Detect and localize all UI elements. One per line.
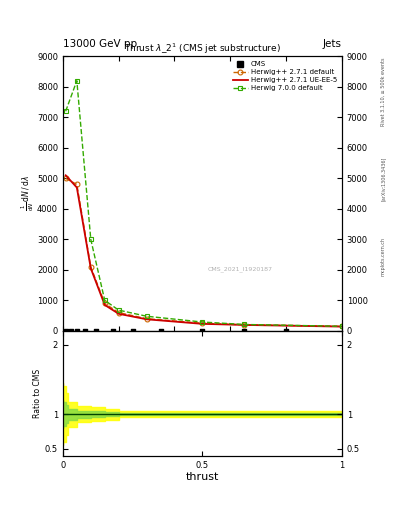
Point [283, 327, 289, 335]
Point [82, 327, 88, 335]
Legend: CMS, Herwig++ 2.7.1 default, Herwig++ 2.7.1 UE-EE-5, Herwig 7.0.0 default: CMS, Herwig++ 2.7.1 default, Herwig++ 2.… [231, 60, 338, 93]
Point [199, 327, 206, 335]
Point [93, 327, 99, 335]
Point [157, 327, 164, 335]
Point [74, 327, 80, 335]
Text: 13000 GeV pp: 13000 GeV pp [63, 38, 137, 49]
X-axis label: thrust: thrust [186, 472, 219, 482]
Text: Rivet 3.1.10, ≥ 500k events: Rivet 3.1.10, ≥ 500k events [381, 58, 386, 126]
Point [130, 327, 136, 335]
Text: CMS_2021_I1920187: CMS_2021_I1920187 [208, 266, 273, 272]
Y-axis label: Ratio to CMS: Ratio to CMS [33, 369, 42, 418]
Y-axis label: $\frac{1}{\mathrm{d}N}\,\mathrm{d}N\,/\,\mathrm{d}\lambda$: $\frac{1}{\mathrm{d}N}\,\mathrm{d}N\,/\,… [19, 176, 35, 211]
Text: [arXiv:1306.3436]: [arXiv:1306.3436] [381, 157, 386, 201]
Point [62, 327, 69, 335]
Point [241, 327, 248, 335]
Point [68, 327, 74, 335]
Title: Thrust $\lambda\_2^1$ (CMS jet substructure): Thrust $\lambda\_2^1$ (CMS jet substruct… [124, 42, 281, 56]
Text: Jets: Jets [323, 38, 342, 49]
Point [110, 327, 116, 335]
Text: mcplots.cern.ch: mcplots.cern.ch [381, 237, 386, 275]
